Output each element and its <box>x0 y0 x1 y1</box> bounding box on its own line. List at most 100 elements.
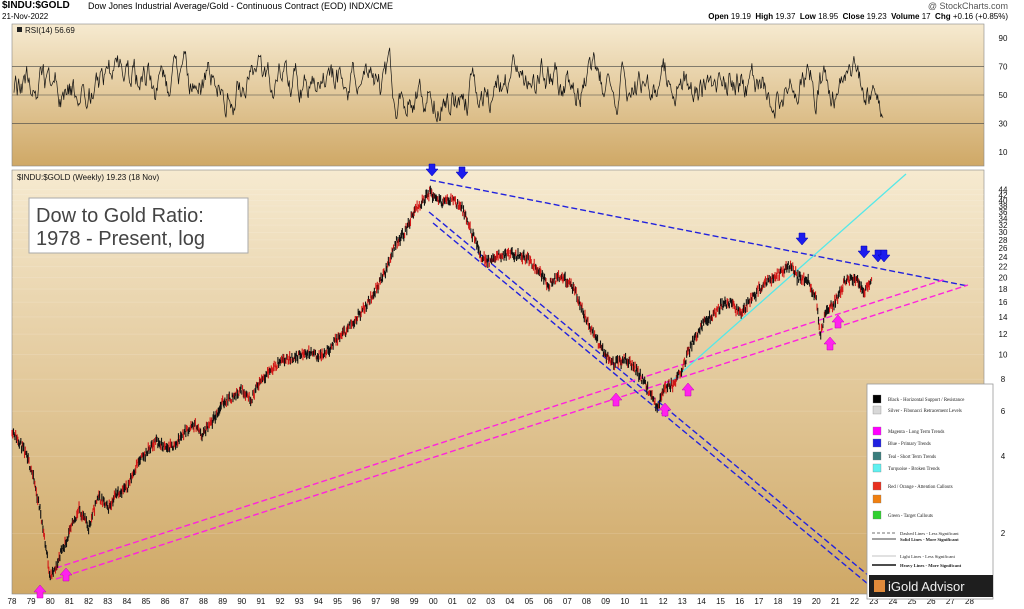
high-value: 19.37 <box>775 12 796 21</box>
annotation-line-1: Dow to Gold Ratio: <box>36 205 204 227</box>
x-tick-label: 07 <box>563 597 572 606</box>
x-tick-label: 82 <box>84 597 93 606</box>
x-tick-label: 93 <box>295 597 304 606</box>
annotation-box-background <box>28 197 249 254</box>
rsi-line <box>13 47 884 123</box>
legend-background <box>866 383 994 600</box>
price-tick-label: 28 <box>999 236 1008 245</box>
x-tick-label: 91 <box>256 597 265 606</box>
brand-logo-icon <box>874 580 885 592</box>
close-value: 19.23 <box>866 12 887 21</box>
price-tick-label: 20 <box>999 273 1008 282</box>
legend-swatch <box>872 451 882 461</box>
price-tick-label: 10 <box>999 350 1008 359</box>
rsi-tick-label: 90 <box>999 34 1008 43</box>
x-tick-label: 01 <box>448 597 457 606</box>
price-tick-label: 24 <box>999 253 1008 262</box>
symbol-description: Dow Jones Industrial Average/Gold - Cont… <box>88 0 393 12</box>
rsi-axis-ticks: 90 70 50 30 10 <box>999 34 1008 157</box>
legend-text: Blue - Primary Trends <box>888 442 931 447</box>
x-axis-ticks: 78 79 80 81 82 83 84 85 86 87 88 89 90 91 92 93 94 95 96 97… <box>8 597 975 606</box>
legend-note-0: Dashed Lines - Less Significant <box>900 531 959 536</box>
x-tick-label: 17 <box>754 597 763 606</box>
price-tick-label: 4 <box>1001 452 1006 461</box>
trendlines <box>55 173 969 595</box>
x-tick-label: 18 <box>774 597 783 606</box>
price-tick-label: 12 <box>999 330 1008 339</box>
legend-note-1: Solid Lines - More Significant <box>900 537 959 542</box>
price-tick-label: 22 <box>999 263 1008 272</box>
close-label: Close <box>842 12 865 21</box>
x-tick-label: 16 <box>735 597 744 606</box>
price-tick-label: 8 <box>1001 375 1006 384</box>
magenta-up-arrow-icon <box>681 382 695 397</box>
copyright-text: @ StockCharts.com <box>927 1 1008 11</box>
magenta-up-arrow-icon <box>831 314 845 329</box>
x-tick-label: 22 <box>850 597 859 606</box>
description-text: Dow Jones Industrial Average/Gold - Cont… <box>88 1 347 11</box>
price-tick-label: 44 <box>999 186 1008 195</box>
x-tick-label: 02 <box>467 597 476 606</box>
x-tick-label: 78 <box>8 597 17 606</box>
price-tick-label: 36 <box>999 208 1008 217</box>
turquoise-broken-trend-line <box>663 173 907 389</box>
x-tick-label: 24 <box>888 597 897 606</box>
chg-value: +0.16 (+0.85%) <box>952 12 1008 21</box>
legend-text: Magenta - Long Term Trends <box>888 430 944 435</box>
price-tick-label: 6 <box>1001 407 1006 416</box>
legend-note-2: Light Lines - Less Significant <box>900 554 956 559</box>
x-tick-label: 08 <box>582 597 591 606</box>
rsi-tick-label: 50 <box>999 91 1008 100</box>
x-tick-label: 15 <box>716 597 725 606</box>
blue-down-arrow-icon <box>877 249 891 263</box>
high-label: High <box>755 12 774 21</box>
blue-down-arrow-icon <box>455 166 469 180</box>
price-tick-label: 40 <box>999 196 1008 205</box>
legend-swatch <box>872 510 882 520</box>
rsi-tick-label: 30 <box>999 119 1008 128</box>
x-tick-label: 96 <box>352 597 361 606</box>
price-tick-label: 18 <box>999 285 1008 294</box>
x-tick-label: 00 <box>429 597 438 606</box>
low-label: Low <box>799 12 816 21</box>
symbol-title: $INDU:$GOLD <box>2 0 70 11</box>
legend-swatch <box>872 494 882 504</box>
price-tick-label: 16 <box>999 298 1008 307</box>
x-tick-label: 28 <box>965 597 974 606</box>
x-tick-label: 13 <box>678 597 687 606</box>
legend-swatch <box>872 463 882 473</box>
chart-header: $INDU:$GOLD Dow Jones Industrial Average… <box>0 0 1024 12</box>
legend-text: Green - Target Callouts <box>888 514 933 519</box>
legend-note-3: Heavy Lines - More Significant <box>900 563 962 568</box>
x-tick-label: 23 <box>869 597 878 606</box>
x-tick-label: 09 <box>601 597 610 606</box>
legend-text: Turquoise - Broken Trends <box>888 467 940 472</box>
blue-down-arrow-icon <box>857 245 871 259</box>
magenta-long-term-trend-line-lower <box>55 284 969 580</box>
volume-label: Volume <box>891 12 920 21</box>
arrow-callouts <box>33 163 891 599</box>
x-tick-label: 79 <box>27 597 36 606</box>
annotation-box: Dow to Gold Ratio: 1978 - Present, log <box>28 197 249 254</box>
x-tick-label: 06 <box>544 597 553 606</box>
rsi-label-swatch <box>17 27 22 32</box>
legend-swatch <box>872 438 882 448</box>
x-tick-label: 87 <box>180 597 189 606</box>
x-tick-label: 20 <box>812 597 821 606</box>
legend-text: Red / Orange - Attention Callouts <box>888 485 953 490</box>
x-tick-label: 14 <box>697 597 706 606</box>
x-tick-label: 11 <box>640 597 649 606</box>
magenta-up-arrow-icon <box>609 392 623 407</box>
legend-text: Black - Horizontal Support / Resistance <box>888 398 964 403</box>
brand-text: iGold Advisor <box>888 579 965 594</box>
x-tick-label: 04 <box>505 597 514 606</box>
x-tick-label: 92 <box>276 597 285 606</box>
legend: Black - Horizontal Support / Resistance S… <box>866 383 994 600</box>
x-tick-label: 99 <box>410 597 419 606</box>
legend-line-notes: Dashed Lines - Less Significant Solid Li… <box>872 531 962 568</box>
x-tick-label: 19 <box>793 597 802 606</box>
price-tick-label: 2 <box>1001 529 1006 538</box>
price-panel: 4442403836343230282624222018161412108642… <box>11 169 1008 595</box>
